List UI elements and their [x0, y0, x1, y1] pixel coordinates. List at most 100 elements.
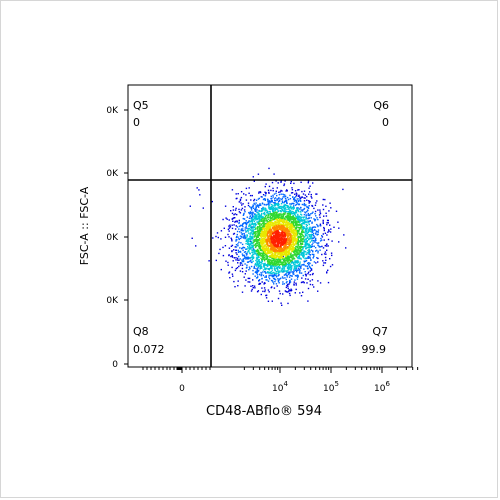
event-point [281, 197, 284, 200]
event-point [298, 240, 300, 242]
event-point [230, 237, 232, 239]
event-point [309, 185, 311, 187]
event-point [242, 249, 244, 251]
event-point [255, 205, 257, 207]
event-point [283, 210, 285, 213]
event-point [300, 245, 302, 247]
event-point [308, 228, 310, 231]
event-point [270, 222, 272, 224]
event-point [260, 265, 263, 268]
event-point [318, 245, 320, 247]
event-point [281, 244, 283, 246]
event-point [257, 205, 259, 207]
event-point [310, 249, 313, 251]
event-point [267, 271, 269, 273]
event-point [300, 218, 302, 220]
event-point [268, 249, 270, 252]
event-point [283, 274, 286, 276]
event-point [266, 203, 268, 206]
event-point [319, 216, 321, 219]
event-point [261, 246, 264, 248]
event-point [302, 234, 304, 237]
event-point [272, 225, 275, 227]
event-point [298, 228, 300, 230]
event-point [281, 226, 283, 229]
event-point [281, 258, 283, 260]
event-point [319, 249, 321, 251]
event-point [255, 207, 257, 209]
event-point [266, 238, 268, 241]
event-point [273, 271, 275, 274]
event-point [279, 292, 281, 295]
event-point [269, 274, 271, 277]
event-point [271, 181, 274, 184]
event-point [315, 202, 317, 204]
event-point [251, 261, 253, 264]
event-point [228, 225, 230, 227]
event-point [250, 290, 253, 292]
event-point [281, 247, 283, 250]
event-point [295, 267, 297, 269]
event-point [263, 237, 265, 240]
quadrant-name-q6: Q6 [373, 99, 389, 112]
event-point [235, 259, 237, 261]
event-point [243, 193, 245, 195]
event-point [303, 254, 305, 256]
event-point [307, 227, 309, 229]
event-point [287, 257, 289, 259]
event-point [250, 209, 253, 211]
event-point [275, 260, 278, 263]
event-point [296, 234, 299, 236]
event-point [283, 183, 286, 185]
event-point [261, 243, 263, 246]
event-point [290, 289, 293, 291]
event-point [275, 212, 278, 214]
event-point [276, 215, 278, 217]
event-point [282, 225, 284, 227]
event-point [306, 242, 309, 244]
event-point [284, 209, 286, 211]
event-point [259, 238, 261, 240]
event-point [258, 197, 260, 200]
event-point [308, 250, 310, 253]
event-point [263, 287, 266, 289]
event-point [270, 279, 273, 282]
event-point [288, 290, 290, 292]
event-point [299, 208, 301, 210]
event-point [281, 253, 284, 256]
event-point [297, 253, 299, 255]
event-point [235, 267, 237, 270]
event-point [263, 255, 265, 257]
event-point [244, 251, 247, 253]
event-point [296, 246, 299, 249]
event-point [285, 286, 288, 289]
event-point [281, 241, 283, 243]
event-point [288, 228, 290, 230]
event-point [293, 213, 296, 215]
event-point [295, 282, 297, 284]
event-point [304, 260, 307, 262]
event-point [292, 202, 294, 205]
event-point [273, 274, 276, 276]
event-point [289, 236, 291, 239]
event-point [297, 242, 299, 244]
event-point [246, 223, 248, 225]
event-point [250, 225, 252, 227]
event-point [236, 253, 238, 256]
event-point [274, 231, 276, 233]
event-point [255, 243, 257, 246]
event-point [265, 219, 267, 221]
event-point [293, 273, 295, 275]
event-point [285, 230, 287, 232]
event-point [275, 232, 278, 234]
event-point [271, 214, 274, 216]
event-point [309, 270, 311, 272]
event-point [220, 230, 223, 232]
event-point [243, 247, 246, 249]
event-point [226, 218, 228, 220]
event-point [237, 245, 239, 247]
event-point [243, 212, 245, 215]
event-point [282, 263, 284, 265]
event-point [256, 274, 259, 276]
event-point [268, 237, 270, 240]
